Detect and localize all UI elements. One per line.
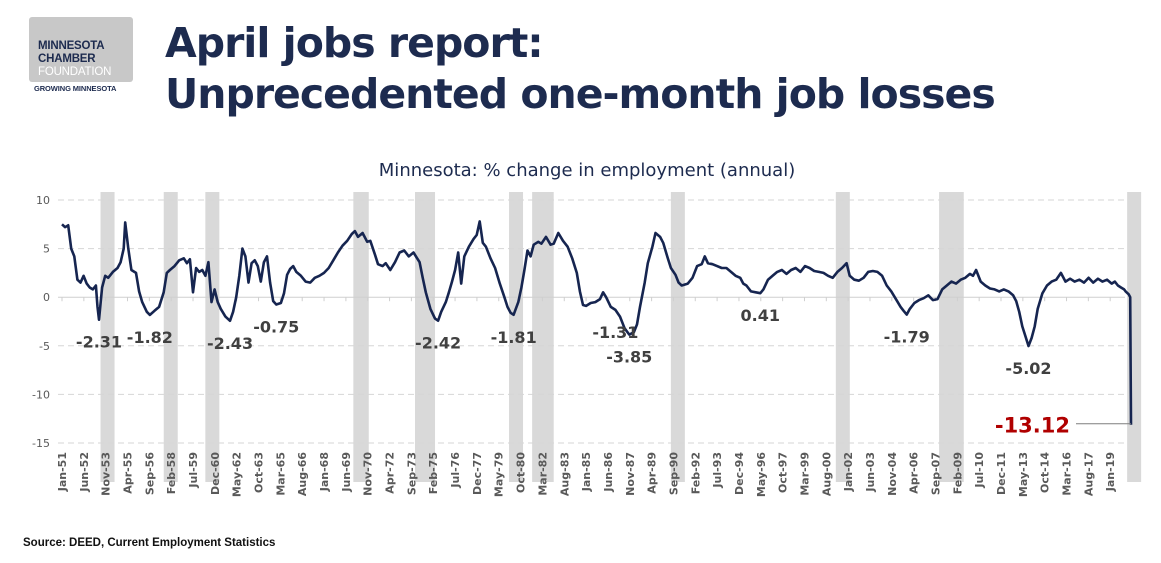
- x-tick-label: Jun-52: [78, 452, 91, 493]
- x-tick-label: Jan-02: [842, 452, 855, 492]
- x-tick-label: Feb-58: [165, 452, 178, 494]
- x-tick-label: Oct-97: [777, 452, 790, 493]
- x-tick-label: Dec-60: [209, 452, 222, 495]
- recession-band: [509, 192, 524, 482]
- data-label-highlight: -13.12: [995, 414, 1070, 438]
- x-tick-label: Jan-19: [1104, 452, 1117, 492]
- data-label: -1.81: [491, 328, 537, 347]
- x-tick-label: Aug-66: [296, 452, 309, 496]
- page-title-line2: Unprecedented one-month job losses: [165, 70, 996, 118]
- recession-bands: [100, 192, 1142, 482]
- x-tick-label: Sep-73: [405, 452, 418, 495]
- x-tick-label: Aug-83: [558, 452, 571, 496]
- y-tick-label: -10: [32, 388, 50, 401]
- x-tick-label: Jan-51: [56, 452, 69, 492]
- x-tick-label: May-79: [493, 452, 506, 497]
- x-tick-label: Aug-00: [820, 452, 833, 496]
- x-tick-label: Nov-87: [624, 452, 637, 496]
- x-tick-label: May-13: [1017, 452, 1030, 497]
- recession-band: [835, 192, 850, 482]
- x-tick-label: Jul-10: [973, 452, 986, 489]
- y-tick-label: -5: [39, 340, 50, 353]
- data-label: -2.42: [415, 334, 461, 353]
- x-tick-label: Jul-59: [187, 452, 200, 489]
- data-labels: -2.31 -1.82 -2.43-0.75 -2.42 -1.81 -1.31 -3.85…: [76, 306, 1131, 438]
- x-tick-label: May-62: [231, 452, 244, 497]
- series-line-group: [61, 220, 1133, 425]
- y-tick-label: -15: [32, 437, 50, 450]
- data-label: -2.31: [76, 333, 122, 352]
- x-axis-ticks: Jan-51 Jun-52 Nov-53 Apr-55 Sep-56 Feb-58 Jul-…: [56, 297, 1117, 497]
- data-label: -1.82: [127, 328, 173, 347]
- y-axis-ticks: 10 5 0 -5 -10 -15: [32, 194, 50, 450]
- x-tick-label: Jun-69: [340, 452, 353, 493]
- x-tick-label: Apr-06: [908, 452, 921, 494]
- series-line: [61, 220, 1133, 425]
- x-tick-label: Sep-90: [667, 452, 680, 495]
- x-tick-label: May-96: [755, 452, 768, 497]
- page-title-line1: April jobs report:: [165, 19, 544, 67]
- x-tick-label: Mar-82: [536, 452, 549, 496]
- x-tick-label: Jan-68: [318, 452, 331, 492]
- source-note: Source: DEED, Current Employment Statist…: [23, 537, 276, 549]
- y-tick-label: 5: [43, 243, 50, 256]
- logo-text-minnesota: MINNESOTA: [38, 40, 105, 52]
- x-tick-label: Jul-76: [449, 452, 462, 489]
- x-tick-label: Nov-70: [362, 452, 375, 496]
- x-tick-label: Dec-94: [733, 452, 746, 495]
- x-tick-label: Oct-14: [1039, 452, 1052, 493]
- recession-band: [100, 192, 115, 482]
- x-tick-label: Sep-07: [929, 452, 942, 495]
- data-label: -1.31: [592, 323, 638, 342]
- data-label: 0.41: [741, 306, 780, 325]
- x-tick-label: Dec-77: [471, 452, 484, 495]
- x-tick-label: Apr-72: [384, 452, 397, 494]
- x-tick-label: Feb-09: [951, 452, 964, 494]
- x-tick-label: Aug-17: [1082, 452, 1095, 496]
- chart-title: Minnesota: % change in employment (annua…: [379, 160, 795, 181]
- x-tick-label: Sep-56: [143, 452, 156, 495]
- data-label: -2.43: [207, 334, 253, 353]
- x-tick-label: Oct-80: [515, 452, 528, 493]
- x-tick-label: Oct-63: [253, 452, 266, 493]
- y-tick-label: 10: [36, 194, 50, 207]
- logo-text-foundation: FOUNDATION: [38, 66, 112, 78]
- x-tick-label: Jun-03: [864, 452, 877, 493]
- y-tick-label: 0: [43, 291, 50, 304]
- recession-band: [670, 192, 685, 482]
- recession-band: [939, 192, 964, 482]
- x-tick-label: Jun-86: [602, 452, 615, 493]
- x-tick-label: Nov-04: [886, 452, 899, 496]
- x-tick-label: Jul-93: [711, 452, 724, 489]
- x-tick-label: Feb-75: [427, 452, 440, 494]
- recession-band: [532, 192, 554, 482]
- x-tick-label: Feb-92: [689, 452, 702, 494]
- logo-tagline: GROWING MINNESOTA: [34, 84, 117, 93]
- x-tick-label: Apr-89: [646, 452, 659, 494]
- x-tick-label: Mar-99: [798, 452, 811, 496]
- data-label: -5.02: [1005, 359, 1051, 378]
- data-label: -1.79: [884, 328, 930, 347]
- logo-badge: [29, 17, 133, 82]
- x-tick-label: Apr-55: [122, 452, 135, 494]
- x-tick-label: Jan-85: [580, 452, 593, 492]
- data-label: -3.85: [606, 348, 652, 367]
- recession-band: [353, 192, 369, 482]
- x-tick-label: Mar-65: [274, 452, 287, 496]
- data-label: -0.75: [253, 317, 299, 336]
- page-title: April jobs report: Unprecedented one-mon…: [165, 18, 996, 120]
- x-tick-label: Nov-53: [100, 452, 113, 496]
- x-tick-label: Dec-11: [995, 452, 1008, 495]
- x-tick-label: Mar-16: [1061, 452, 1074, 496]
- logo-text-chamber: CHAMBER: [38, 53, 96, 65]
